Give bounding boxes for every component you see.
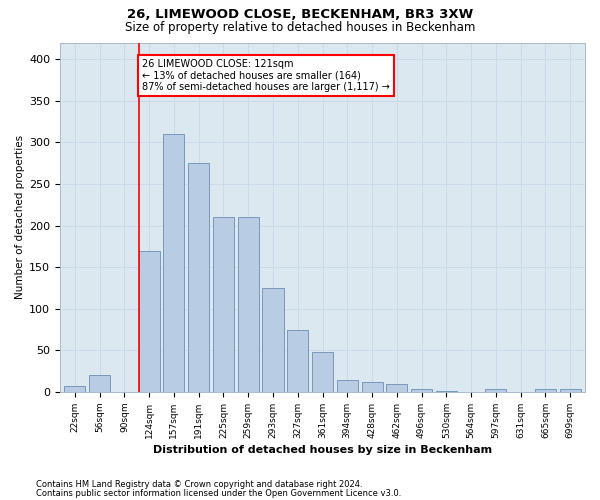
Bar <box>386 384 407 392</box>
Bar <box>287 330 308 392</box>
Bar <box>89 376 110 392</box>
Bar <box>535 388 556 392</box>
Bar <box>139 250 160 392</box>
Text: Size of property relative to detached houses in Beckenham: Size of property relative to detached ho… <box>125 21 475 34</box>
Y-axis label: Number of detached properties: Number of detached properties <box>15 135 25 300</box>
Bar <box>485 388 506 392</box>
Bar <box>362 382 383 392</box>
Text: 26, LIMEWOOD CLOSE, BECKENHAM, BR3 3XW: 26, LIMEWOOD CLOSE, BECKENHAM, BR3 3XW <box>127 8 473 20</box>
Bar <box>436 391 457 392</box>
Bar <box>238 217 259 392</box>
Text: 26 LIMEWOOD CLOSE: 121sqm
← 13% of detached houses are smaller (164)
87% of semi: 26 LIMEWOOD CLOSE: 121sqm ← 13% of detac… <box>142 59 390 92</box>
Bar <box>337 380 358 392</box>
Bar <box>64 386 85 392</box>
Bar <box>411 390 432 392</box>
Bar <box>312 352 333 392</box>
Text: Contains public sector information licensed under the Open Government Licence v3: Contains public sector information licen… <box>36 488 401 498</box>
Bar <box>163 134 184 392</box>
Bar <box>560 390 581 392</box>
Text: Contains HM Land Registry data © Crown copyright and database right 2024.: Contains HM Land Registry data © Crown c… <box>36 480 362 489</box>
Bar <box>188 163 209 392</box>
Bar <box>213 217 234 392</box>
Bar <box>262 288 284 392</box>
X-axis label: Distribution of detached houses by size in Beckenham: Distribution of detached houses by size … <box>153 445 492 455</box>
